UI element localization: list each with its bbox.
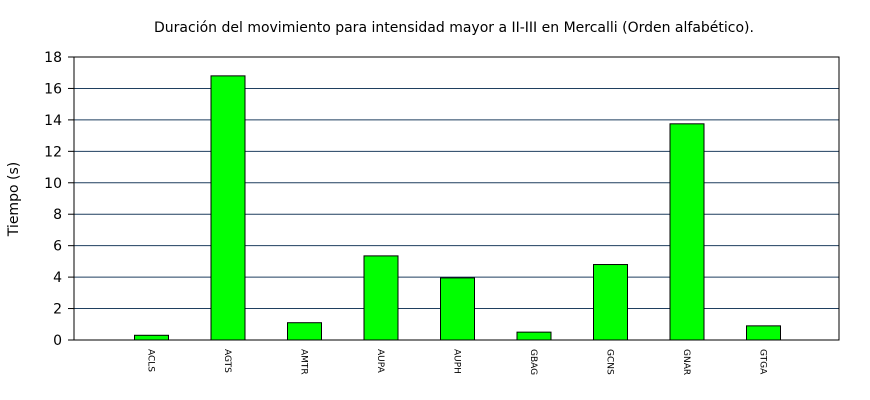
y-tick-label: 2	[53, 302, 62, 318]
y-axis-label: Tiempo (s)	[6, 162, 22, 237]
bar-auph	[440, 277, 475, 341]
x-axis-ticks: ACLS AGTS AMTR AUPA AUPH GBAG GCNS GNAR GTGA	[146, 349, 768, 375]
x-tick-label: GNAR	[681, 349, 691, 375]
bar-aupa	[363, 255, 399, 341]
y-tick-label: 8	[53, 207, 62, 223]
x-tick-label: AUPA	[375, 349, 385, 374]
x-tick-label: GCNS	[605, 349, 615, 375]
x-tick-label: AGTS	[222, 349, 232, 373]
bars	[134, 75, 781, 341]
x-tick-label: AMTR	[299, 349, 309, 375]
x-tick-label: AUPH	[452, 349, 462, 374]
y-tick-label: 12	[44, 144, 62, 160]
y-tick-label: 0	[53, 333, 62, 349]
bar-gcns	[593, 264, 628, 341]
plot-area-frame	[73, 56, 840, 341]
bar-gtga	[746, 325, 781, 341]
bar-amtr	[287, 322, 322, 341]
gridlines	[74, 87, 839, 310]
bar-gbag	[516, 331, 552, 341]
bar-agts	[210, 75, 246, 341]
chart-title: Duración del movimiento para intensidad …	[154, 20, 754, 36]
x-tick-label: ACLS	[146, 349, 156, 372]
y-tick-label: 16	[44, 81, 62, 97]
y-tick-label: 6	[53, 239, 62, 255]
bar-acls	[134, 334, 169, 341]
y-tick-label: 14	[44, 113, 62, 129]
x-tick-label: GTGA	[758, 349, 768, 375]
x-tick-label: GBAG	[528, 349, 538, 375]
y-tick-label: 10	[44, 176, 62, 192]
y-tick-label: 18	[44, 50, 62, 66]
y-tick-label: 4	[53, 270, 62, 286]
y-axis-ticks: 0 2 4 6 8 10 12 14 16 18	[44, 50, 74, 349]
bar-gnar	[669, 123, 705, 341]
